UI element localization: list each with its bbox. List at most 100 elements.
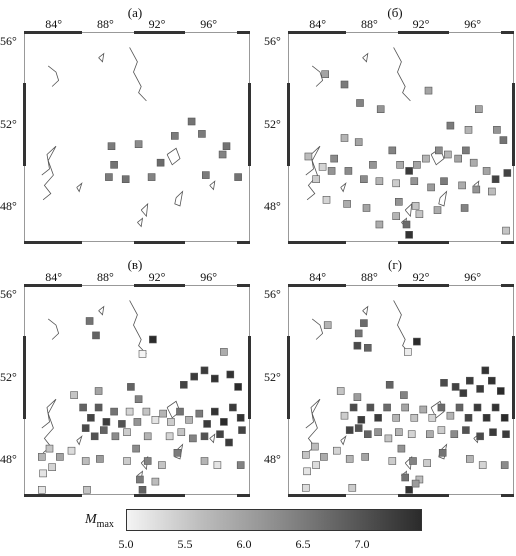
mmax-cell [462, 146, 470, 155]
mmax-cell [476, 385, 484, 393]
mmax-cell [360, 319, 368, 327]
mmax-cell [481, 366, 490, 375]
mmax-cell [482, 414, 491, 422]
river-outline [47, 318, 60, 340]
map-frame-segment [512, 83, 515, 166]
mmax-cell [70, 391, 78, 399]
colorbar-tick: 6.5 [295, 537, 311, 551]
mmax-cell [125, 407, 134, 416]
mmax-cell [419, 405, 428, 414]
map-frame-segment [133, 31, 186, 34]
mmax-cell [236, 414, 245, 422]
mmax-cell [83, 486, 91, 494]
mmax-cell [330, 154, 339, 163]
lon-tick-label: 92° [412, 17, 430, 31]
mmax-cell [374, 428, 382, 436]
mmax-cell [428, 414, 437, 422]
mmax-cell [400, 391, 408, 399]
mmax-cell [375, 220, 384, 229]
mmax-cell [499, 136, 508, 144]
mmax-cell [423, 459, 431, 467]
mmax-cell [211, 407, 219, 416]
mmax-cell [133, 418, 142, 426]
mmax-cell [374, 414, 382, 422]
colorbar-title: Mmax [85, 512, 114, 530]
mmax-cell [180, 381, 188, 389]
mmax-cell [189, 434, 197, 443]
mmax-cell [462, 426, 470, 434]
lake-outline [340, 182, 347, 193]
mmax-cell [469, 158, 478, 167]
mmax-cell [94, 403, 103, 412]
mmax-cell [411, 479, 420, 488]
mmax-cell [427, 183, 435, 192]
mmax-cell [424, 86, 433, 95]
river-outline [393, 47, 411, 102]
mmax-cell [323, 321, 332, 329]
colorbar-tick: 6.0 [236, 537, 252, 551]
mmax-cell [413, 161, 421, 169]
mmax-cell [444, 150, 452, 159]
mmax-cell [234, 173, 242, 181]
mmax-cell [102, 418, 111, 426]
lat-tick-label: 52° [0, 369, 17, 384]
lake-outline [98, 305, 105, 316]
mmax-cell [340, 134, 349, 142]
mmax-cell [349, 403, 358, 412]
mmax-cell [413, 337, 421, 346]
mmax-cell [464, 414, 473, 422]
mmax-cell [388, 146, 397, 155]
mmax-cell [488, 187, 496, 196]
lat-tick-label: 48° [264, 452, 281, 466]
panel-label-a: (а) [127, 5, 143, 20]
mmax-cell [388, 457, 397, 465]
mmax-cell [39, 469, 47, 478]
mmax-cell [476, 432, 484, 441]
river-outline [311, 318, 324, 340]
mmax-cell [405, 486, 413, 494]
lake-outline [362, 305, 369, 316]
mmax-cell [211, 374, 219, 383]
mmax-cell [500, 414, 509, 422]
mmax-cell [397, 444, 406, 453]
lon-tick-label: 84° [45, 270, 63, 284]
map-frame-segment [512, 336, 515, 419]
lon-tick-label: 88° [360, 270, 378, 284]
mmax-cell [100, 426, 108, 434]
mmax-cell [185, 416, 193, 424]
mmax-cell [203, 420, 211, 428]
lake-outline [438, 190, 448, 207]
mmax-cell [321, 70, 330, 79]
lake-outline [209, 180, 216, 191]
lake-outline [209, 433, 216, 444]
mmax-cell [493, 126, 501, 134]
mmax-cell [478, 461, 487, 469]
mmax-cell [502, 226, 510, 235]
mmax-cell [156, 158, 165, 167]
mmax-cell [415, 210, 424, 218]
lon-tick-label: 88° [360, 17, 378, 31]
mmax-cell [332, 446, 341, 455]
map-frame-segment [287, 83, 290, 166]
mmax-cell [503, 169, 512, 177]
mmax-cell [384, 434, 393, 443]
map-frame-segment [397, 284, 450, 287]
mmax-cell [405, 167, 413, 175]
mmax-cell [165, 432, 174, 441]
mmax-cell [459, 389, 468, 397]
mmax-cell [302, 451, 310, 459]
mmax-cell [489, 428, 497, 436]
mmax-cell [392, 414, 400, 422]
mmax-cell [158, 461, 166, 469]
mmax-cell [402, 220, 411, 229]
mmax-cell [310, 442, 319, 451]
mmax-cell [96, 455, 104, 463]
map-frame-segment [23, 336, 26, 419]
mmax-cell [48, 463, 56, 471]
mmax-cell [134, 140, 143, 148]
mmax-cell [345, 455, 354, 463]
mmax-cell [383, 403, 391, 412]
lake-outline [76, 435, 83, 446]
river-outline [393, 300, 411, 355]
mmax-cell [364, 343, 372, 352]
